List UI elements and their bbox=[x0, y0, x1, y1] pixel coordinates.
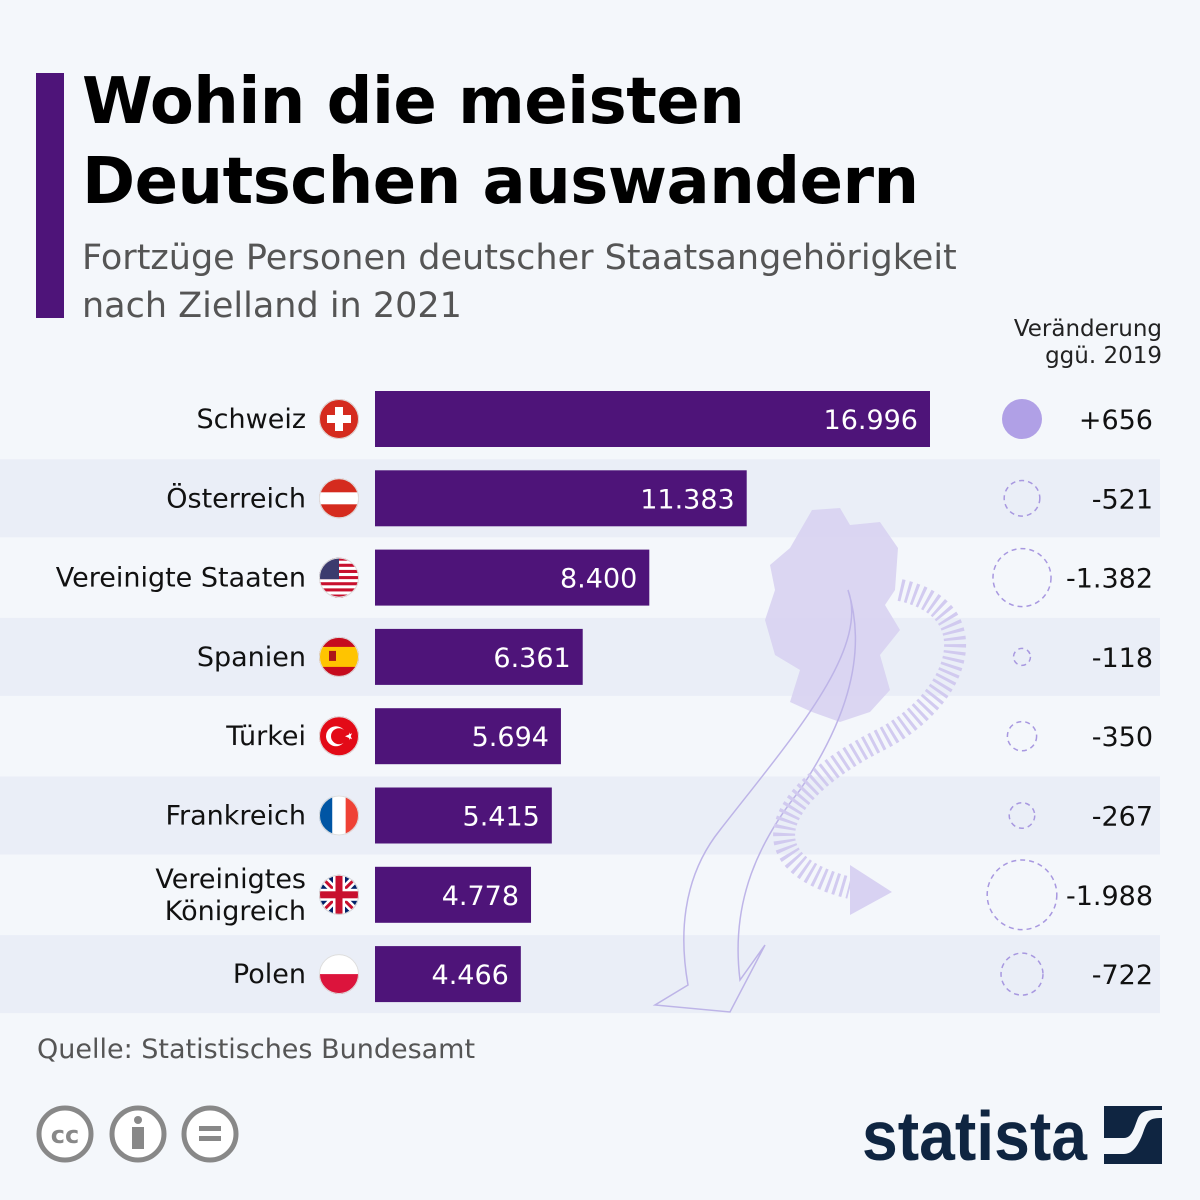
row-band bbox=[0, 935, 1160, 1014]
attribution-icon bbox=[109, 1105, 167, 1163]
chart-row: Türkei 5.694 -350 bbox=[225, 708, 1153, 765]
change-value-label: -118 bbox=[1092, 643, 1153, 674]
category-label: Spanien bbox=[197, 642, 306, 673]
flag-border bbox=[319, 399, 359, 439]
no-derivatives-icon bbox=[181, 1105, 239, 1163]
subtitle-line-2: nach Zielland in 2021 bbox=[82, 286, 462, 326]
title-line-2: Deutschen auswandern bbox=[82, 145, 919, 219]
chart-row: Schweiz 16.996 +656 bbox=[197, 391, 1153, 447]
flag-border bbox=[319, 716, 359, 757]
bar-value-label: 4.466 bbox=[432, 960, 509, 991]
flag-border bbox=[319, 874, 359, 915]
subtitle-line-1: Fortzüge Personen deutscher Staatsangehö… bbox=[82, 238, 957, 278]
change-value-label: -267 bbox=[1092, 802, 1153, 833]
bar-value-label: 4.778 bbox=[442, 881, 519, 912]
arrow-curve-icon bbox=[652, 589, 857, 1013]
change-circle-negative bbox=[992, 547, 1052, 608]
change-circle-negative bbox=[1003, 479, 1041, 517]
bar-value-label: 11.383 bbox=[640, 484, 734, 515]
change-circle-negative bbox=[1012, 647, 1032, 667]
title-line-1: Wohin die meisten bbox=[82, 65, 745, 139]
bar-value-label: 16.996 bbox=[824, 405, 918, 436]
cc-icon: cc bbox=[36, 1105, 94, 1163]
change-circle-negative bbox=[986, 859, 1058, 931]
germany-map-icon bbox=[765, 508, 900, 722]
subtitle: Fortzüge Personen deutscher Staatsangehö… bbox=[82, 234, 957, 330]
category-label: Vereinigte Staaten bbox=[56, 563, 306, 594]
bar bbox=[375, 628, 583, 685]
change-circle-negative bbox=[1000, 952, 1044, 996]
change-value-label: -521 bbox=[1092, 484, 1153, 515]
chart-row: Vereinigte Staaten 8.400 -1.382 bbox=[56, 547, 1153, 608]
arrowhead-icon bbox=[850, 865, 892, 915]
bar-value-label: 5.415 bbox=[463, 802, 540, 833]
bar bbox=[375, 549, 650, 606]
flag-border bbox=[319, 478, 359, 519]
title-accent-bar bbox=[36, 73, 64, 318]
svg-text:statista: statista bbox=[862, 1098, 1088, 1168]
license-icons: cc bbox=[36, 1105, 239, 1163]
chart-row: Spanien 6.361 -118 bbox=[197, 628, 1153, 685]
flag-border bbox=[319, 795, 359, 836]
flag-border bbox=[319, 557, 359, 598]
change-value-label: -350 bbox=[1092, 722, 1153, 753]
bar bbox=[375, 391, 930, 447]
change-value-label: +656 bbox=[1079, 405, 1153, 436]
category-label: Schweiz bbox=[197, 404, 306, 435]
dashed-arrow-icon bbox=[773, 579, 967, 899]
category-label: Türkei bbox=[225, 721, 306, 752]
chart-row: Österreich 11.383 -521 bbox=[166, 470, 1153, 527]
svg-text:cc: cc bbox=[51, 1121, 79, 1149]
statista-logo: statista bbox=[862, 1098, 1162, 1168]
bar bbox=[375, 866, 532, 923]
bar bbox=[375, 946, 521, 1003]
row-band bbox=[0, 776, 1160, 855]
bar bbox=[375, 787, 552, 844]
category-label: Frankreich bbox=[165, 801, 306, 832]
chart-row: Polen 4.466 -722 bbox=[233, 946, 1153, 1003]
change-value-label: -1.382 bbox=[1066, 564, 1153, 595]
source-text: Quelle: Statistisches Bundesamt bbox=[37, 1034, 476, 1065]
flag-border bbox=[319, 636, 359, 677]
change-circle-positive bbox=[1002, 399, 1042, 439]
flag-us-icon bbox=[319, 557, 359, 598]
flag-border bbox=[319, 954, 359, 995]
change-circle-negative bbox=[1006, 720, 1038, 752]
change-header-line-1: Veränderung bbox=[1013, 316, 1162, 342]
category-label: Polen bbox=[233, 959, 306, 990]
page-title: Wohin die meisten Deutschen auswandern bbox=[82, 62, 919, 222]
change-column-header: Veränderung ggü. 2019 bbox=[1014, 316, 1162, 370]
flag-es-icon bbox=[319, 636, 359, 677]
category-label: Königreich bbox=[165, 896, 306, 927]
flag-pl-icon bbox=[319, 954, 359, 995]
bar-value-label: 5.694 bbox=[472, 722, 549, 753]
bar-value-label: 8.400 bbox=[560, 564, 637, 595]
category-label: Vereinigtes bbox=[155, 864, 306, 895]
change-circle-negative bbox=[1008, 801, 1036, 830]
bar bbox=[375, 470, 747, 527]
bar-value-label: 6.361 bbox=[493, 643, 570, 674]
change-value-label: -1.988 bbox=[1066, 881, 1153, 912]
germany-map-decoration bbox=[652, 508, 967, 1013]
flag-ch-icon bbox=[319, 399, 359, 439]
bar bbox=[375, 708, 561, 765]
chart-row: Frankreich 5.415 -267 bbox=[165, 787, 1153, 844]
flag-tr-icon bbox=[319, 716, 359, 757]
category-label: Österreich bbox=[166, 482, 306, 514]
change-header-line-2: ggü. 2019 bbox=[1045, 343, 1162, 369]
change-value-label: -722 bbox=[1092, 960, 1153, 991]
flag-gb-icon bbox=[319, 874, 359, 915]
flag-at-icon bbox=[319, 478, 359, 519]
